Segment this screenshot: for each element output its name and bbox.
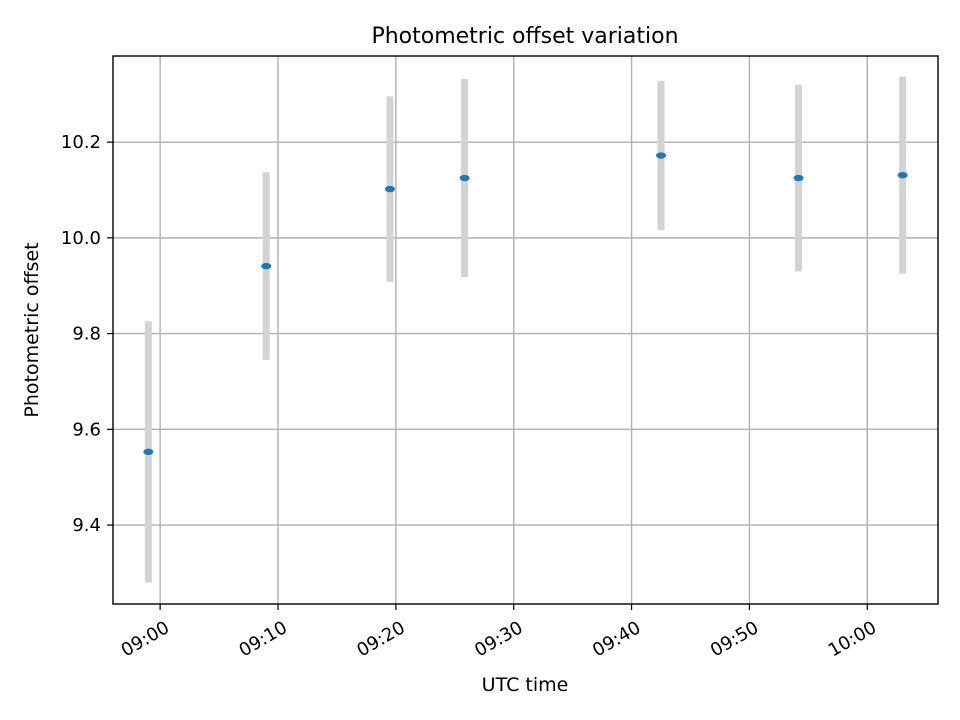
data-point bbox=[459, 174, 470, 182]
x-tick-label: 09:00 bbox=[118, 617, 173, 661]
data-point bbox=[897, 171, 908, 179]
x-tick-label: 09:20 bbox=[353, 617, 408, 661]
data-point bbox=[656, 152, 667, 159]
x-gridlines bbox=[159, 56, 868, 604]
y-tick-label: 9.8 bbox=[72, 324, 101, 345]
x-tick-label: 09:30 bbox=[471, 617, 526, 661]
data-point bbox=[793, 174, 804, 182]
data-point bbox=[261, 262, 272, 270]
y-gridlines bbox=[113, 141, 938, 526]
x-axis-ticks: 09:00 09:10 09:20 09:30 09:40 09:50 10:00 bbox=[118, 604, 880, 661]
y-axis-label: Photometric offset bbox=[21, 242, 43, 417]
error-bars bbox=[144, 76, 907, 583]
x-tick-label: 09:50 bbox=[707, 617, 762, 661]
y-tick-label: 9.6 bbox=[72, 419, 101, 440]
data-points bbox=[143, 152, 908, 456]
chart-title: Photometric offset variation bbox=[371, 24, 678, 49]
y-tick-label: 10.0 bbox=[61, 228, 101, 249]
y-axis-ticks: 9.4 9.6 9.8 10.0 10.2 bbox=[61, 132, 113, 536]
y-tick-label: 9.4 bbox=[72, 515, 101, 536]
plot-frame bbox=[112, 55, 939, 605]
data-point bbox=[384, 185, 395, 193]
x-tick-label: 09:40 bbox=[589, 617, 644, 661]
data-point bbox=[143, 448, 154, 456]
y-tick-label: 10.2 bbox=[61, 132, 101, 153]
x-axis-label: UTC time bbox=[482, 674, 569, 696]
x-tick-label: 09:10 bbox=[235, 617, 290, 661]
x-tick-label: 10:00 bbox=[825, 617, 880, 661]
